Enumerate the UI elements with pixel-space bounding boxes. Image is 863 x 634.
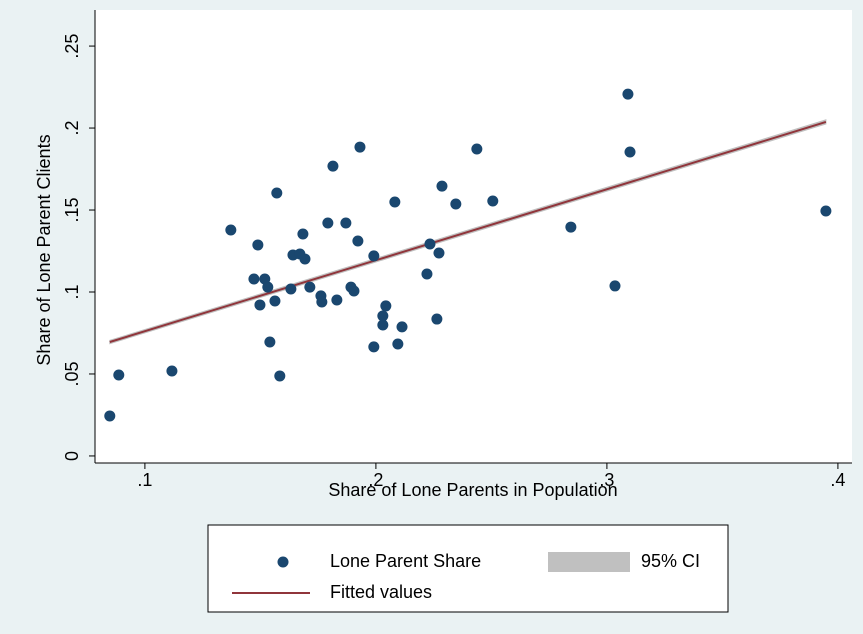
legend-label: Fitted values xyxy=(330,582,432,602)
x-axis-title: Share of Lone Parents in Population xyxy=(328,480,617,500)
plot-area xyxy=(95,10,852,463)
point xyxy=(380,300,392,312)
y-axis-title: Share of Lone Parent Clients xyxy=(34,134,54,365)
point xyxy=(377,319,389,331)
y-tick-label: 0 xyxy=(62,451,82,461)
point xyxy=(348,285,360,297)
point xyxy=(113,369,125,381)
x-tick-label: .4 xyxy=(830,470,845,490)
fitted-line xyxy=(109,121,827,343)
point xyxy=(252,239,264,251)
point xyxy=(269,295,281,307)
point xyxy=(304,281,316,293)
point xyxy=(433,247,445,259)
point xyxy=(316,296,328,308)
point xyxy=(271,187,283,199)
point xyxy=(368,250,380,262)
point xyxy=(327,160,339,172)
point xyxy=(389,196,401,208)
x-tick-label: .2 xyxy=(368,470,383,490)
point xyxy=(431,313,443,325)
point xyxy=(299,253,311,265)
y-tick-label: .25 xyxy=(62,34,82,59)
x-tick-label: .3 xyxy=(599,470,614,490)
point xyxy=(487,195,499,207)
point xyxy=(285,283,297,295)
y-tick-label: .2 xyxy=(62,121,82,136)
y-tick-label: .15 xyxy=(62,198,82,223)
point xyxy=(368,341,380,353)
point xyxy=(254,299,266,311)
y-tick-label: .05 xyxy=(62,361,82,386)
point xyxy=(424,238,436,250)
legend-box xyxy=(207,524,729,613)
point xyxy=(322,217,334,229)
point xyxy=(436,180,448,192)
point xyxy=(471,143,483,155)
point xyxy=(166,365,178,377)
point xyxy=(624,146,636,158)
legend-symbol xyxy=(277,556,289,568)
point xyxy=(622,88,634,100)
point xyxy=(450,198,462,210)
point xyxy=(392,338,404,350)
legend-symbol xyxy=(548,552,630,572)
point xyxy=(396,321,408,333)
point xyxy=(104,410,116,422)
legend-label: 95% CI xyxy=(641,551,700,571)
point xyxy=(331,294,343,306)
point xyxy=(421,268,433,280)
point xyxy=(248,273,260,285)
x-tick-label: .1 xyxy=(137,470,152,490)
point xyxy=(340,217,352,229)
point xyxy=(352,235,364,247)
point xyxy=(225,224,237,236)
point xyxy=(609,280,621,292)
point xyxy=(262,281,274,293)
y-tick-label: .1 xyxy=(62,284,82,299)
point xyxy=(377,310,389,322)
point xyxy=(274,370,286,382)
legend-label: Lone Parent Share xyxy=(330,551,481,571)
point xyxy=(354,141,366,153)
point xyxy=(297,228,309,240)
point xyxy=(820,205,832,217)
point xyxy=(565,221,577,233)
point xyxy=(264,336,276,348)
